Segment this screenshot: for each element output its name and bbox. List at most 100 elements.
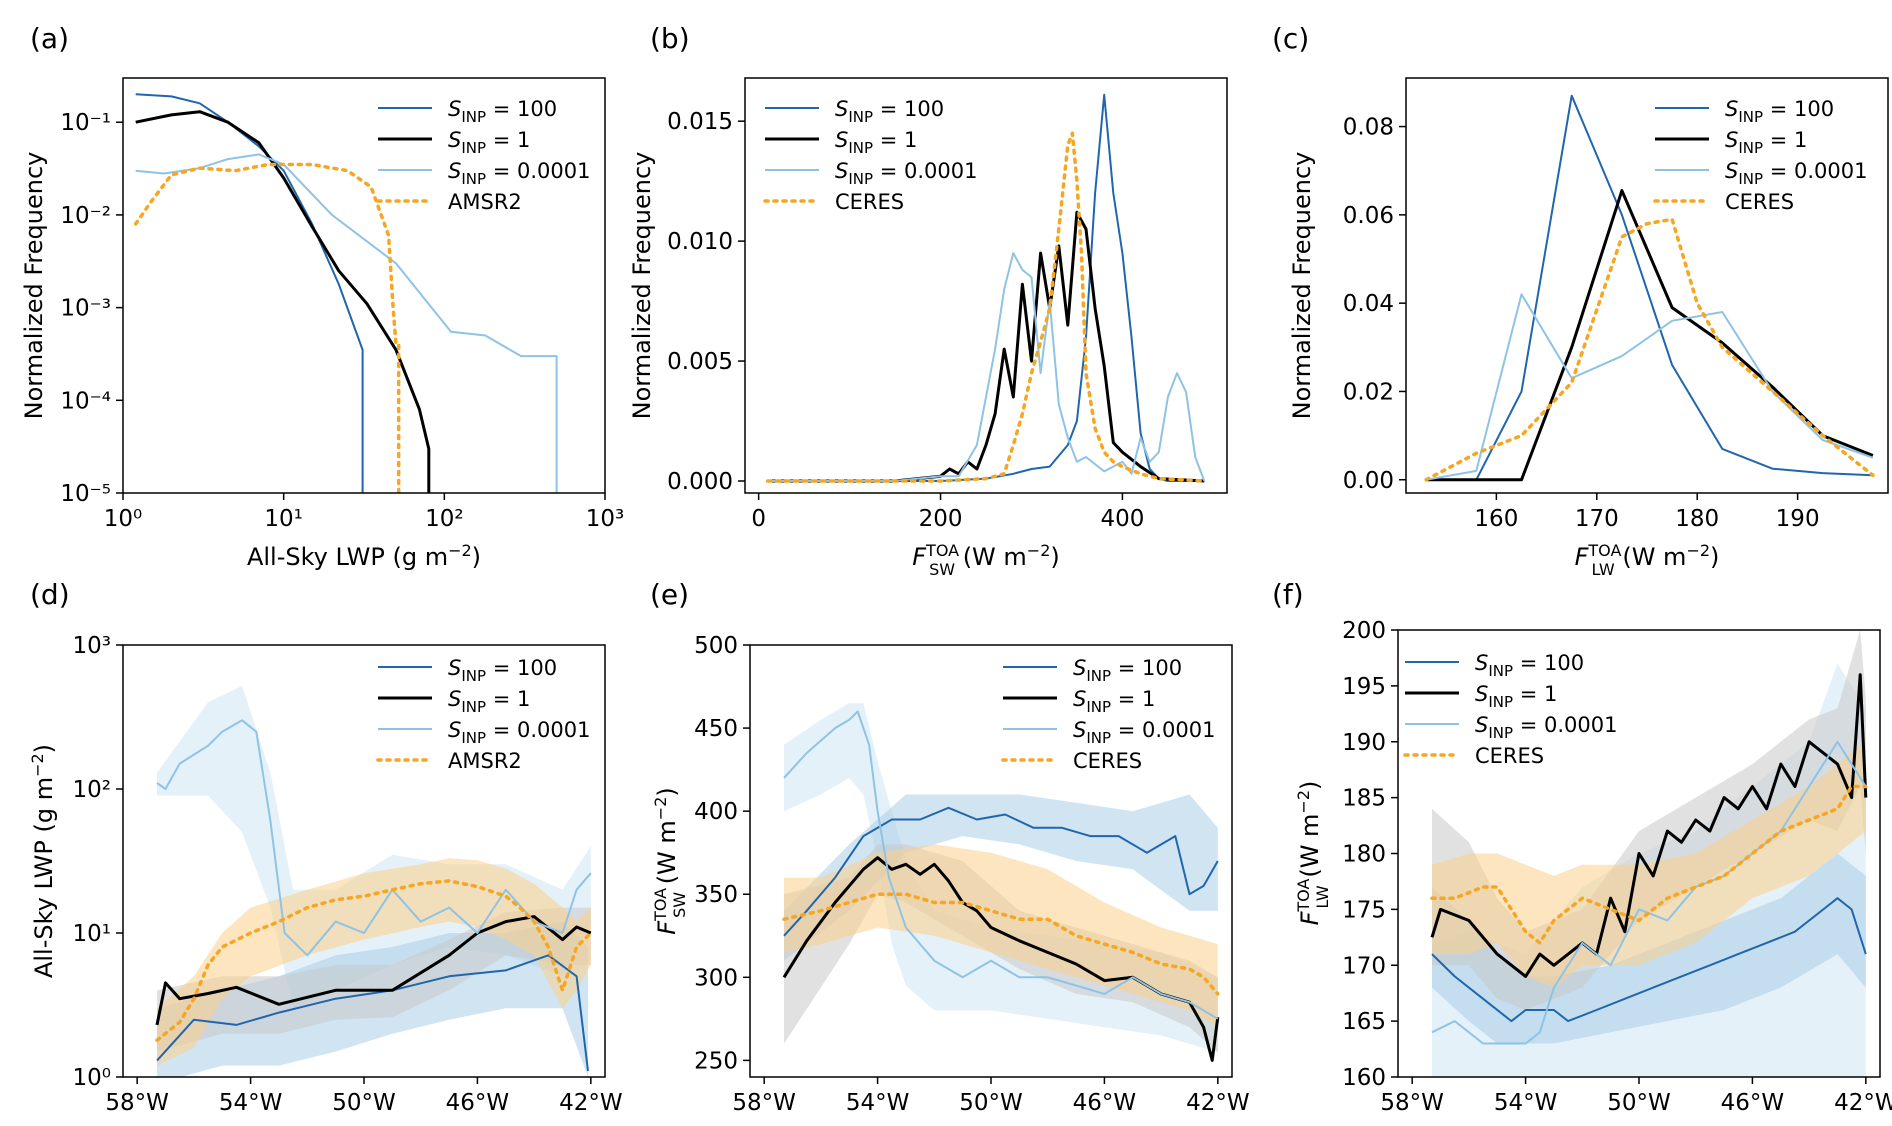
panel-f-legend-label: CERES — [1475, 744, 1544, 768]
panel-e-xtick-label: 46°W — [1073, 1090, 1137, 1116]
panel-c-series-1 — [1426, 189, 1874, 482]
panel-f: (f) 58°W 54°W 50°W 46°W 42°W 160 165 170 175 180 1… — [1272, 578, 1892, 1116]
panel-a-xlabel: All-Sky LWP (g m−2) — [247, 541, 481, 572]
panel-f-ytick-label: 200 — [1342, 618, 1386, 644]
panel-c-xtick-label: 190 — [1776, 506, 1820, 532]
panel-b-ylabel: Normalized Frequency — [628, 152, 656, 420]
panel-b-xtick-label: 200 — [919, 506, 963, 532]
panel-e-xtick-label: 58°W — [732, 1090, 796, 1116]
panel-e-legend-label: SINP = 1 — [1073, 687, 1155, 716]
panel-c-ytick-label: 0.00 — [1343, 468, 1394, 494]
panel-d-plot — [155, 685, 593, 1077]
panel-b-ytick-label: 0.000 — [667, 469, 733, 495]
panel-a-plot — [133, 93, 558, 493]
panel-d-xtick-label: 50°W — [332, 1090, 396, 1116]
panel-a-legend-label: SINP = 1 — [448, 128, 530, 157]
panel-a-ytick-label: 10⁻² — [60, 203, 111, 229]
panel-c-ylabel: Normalized Frequency — [1288, 152, 1316, 420]
panel-e-legend-label: SINP = 0.0001 — [1073, 718, 1215, 747]
panel-e-ticks: 58°W 54°W 50°W 46°W 42°W 250 300 350 400 450 500 — [694, 633, 1249, 1116]
panel-c-frame — [1405, 77, 1889, 494]
panel-c-legend-label: SINP = 0.0001 — [1725, 159, 1867, 188]
panel-a-xtick-label: 10² — [425, 506, 464, 532]
panel-d-ticks: 58°W 54°W 50°W 46°W 42°W 10⁰ 10¹ 10² 10³ — [73, 633, 623, 1116]
panel-f-series-1 — [1430, 673, 1868, 978]
panel-f-series-3 — [1430, 784, 1868, 945]
panel-c-series-3 — [1424, 217, 1875, 482]
panel-e: (e) 58°W 54°W 50°W 46°W 42°W2503003504004505… — [650, 578, 1250, 1116]
panel-b-series-1 — [767, 210, 1205, 483]
panel-a-frame — [122, 77, 606, 494]
panel-f-ticks: 58°W 54°W 50°W 46°W 42°W 160 165 170 175 180 185 19… — [1342, 618, 1892, 1116]
panel-c-ytick-label: 0.04 — [1343, 291, 1394, 317]
panel-c-series-0 — [1426, 94, 1873, 481]
panel-c-ytick-label: 0.06 — [1343, 203, 1394, 229]
panel-a-series-1 — [135, 110, 431, 493]
panel-b-series-3 — [765, 131, 1207, 483]
panel-c-legend-label: SINP = 1 — [1725, 128, 1807, 157]
panel-a-series-3 — [133, 162, 401, 493]
panel-b-plot — [765, 93, 1207, 483]
panel-e-legend-label: SINP = 100 — [1073, 656, 1182, 685]
panel-d-legend-label: AMSR2 — [448, 749, 522, 773]
panel-f-label: (f) — [1272, 578, 1304, 611]
panel-e-ytick-label: 350 — [694, 882, 738, 908]
panel-b-ytick-label: 0.005 — [667, 349, 733, 375]
panel-b-label: (b) — [650, 22, 690, 55]
panel-d-ytick-label: 10² — [73, 777, 112, 803]
panel-d-legend-label: SINP = 0.0001 — [448, 718, 590, 747]
panel-a-legend-label: AMSR2 — [448, 190, 522, 214]
panel-d-series-3 — [155, 879, 593, 1042]
panel-e-series-3 — [782, 892, 1220, 996]
panel-f-xtick-label: 46°W — [1721, 1090, 1785, 1116]
panel-b-xtick-label: 0 — [751, 506, 766, 532]
panel-e-legend-label: CERES — [1073, 749, 1142, 773]
panel-e-xtick-label: 42°W — [1186, 1090, 1250, 1116]
panel-d-ytick-label: 10³ — [73, 633, 112, 659]
panel-c-legend-label: SINP = 100 — [1725, 97, 1834, 126]
panel-c-ytick-label: 0.02 — [1343, 379, 1394, 405]
panel-a-label: (a) — [30, 22, 69, 55]
panel-f-legend-label: SINP = 0.0001 — [1475, 713, 1617, 742]
panel-d-legend-label: SINP = 1 — [448, 687, 530, 716]
panel-c-plot — [1424, 94, 1875, 482]
panel-c: (c) 160 170 180 190 0.00 0.02 0.04 0.06 0.08 FTO… — [1272, 22, 1889, 579]
panel-d: (d) 58°W 54°W 50°W 46°W 42°W 10⁰ 10¹ 10² 10³ All… — [28, 578, 623, 1116]
panel-f-ytick-label: 195 — [1342, 674, 1386, 700]
panel-a-ytick-label: 10⁻¹ — [60, 110, 111, 136]
panel-d-xtick-label: 42°W — [559, 1090, 623, 1116]
panel-b-ytick-label: 0.015 — [667, 109, 733, 135]
panel-e-ytick-label: 300 — [694, 965, 738, 991]
panel-c-xtick-label: 180 — [1675, 506, 1719, 532]
panel-f-plot — [1430, 630, 1868, 1077]
panel-e-ylabel: FTOASW (W m−2) — [651, 787, 689, 935]
panel-e-xtick-label: 50°W — [959, 1090, 1023, 1116]
panel-f-series-2 — [1431, 740, 1867, 1045]
panel-b-series-0 — [767, 93, 1205, 482]
panel-f-xtick-label: 50°W — [1607, 1090, 1671, 1116]
panel-a-ytick-label: 10⁻⁴ — [60, 388, 111, 414]
panel-d-ytick-label: 10⁰ — [73, 1065, 112, 1091]
panel-d-ylabel: All-Sky LWP (g m−2) — [28, 744, 59, 978]
panel-f-ytick-label: 190 — [1342, 730, 1386, 756]
panel-c-ticks: 160 170 180 190 0.00 0.02 0.04 0.06 0.08 — [1343, 115, 1820, 532]
panel-a-xtick-label: 10⁰ — [104, 506, 143, 532]
panel-b: (b) 0 200 400 0.000 0.005 0.010 0.015 FTOA SW (… — [628, 22, 1228, 579]
panel-e-label: (e) — [650, 578, 689, 611]
panel-b-frame — [744, 77, 1228, 494]
panel-b-legend-label: SINP = 100 — [835, 97, 944, 126]
panel-b-legend-label: SINP = 1 — [835, 128, 917, 157]
panel-f-ytick-label: 180 — [1342, 842, 1386, 868]
panel-f-ytick-label: 160 — [1342, 1065, 1386, 1091]
panel-f-band-3 — [1432, 741, 1866, 988]
panel-d-ytick-label: 10¹ — [73, 921, 112, 947]
panel-f-ylabel: FTOALW (W m−2) — [1294, 781, 1332, 926]
panel-d-band-3 — [157, 858, 591, 1066]
panel-c-legend-label: CERES — [1725, 190, 1794, 214]
panel-a-ylabel: Normalized Frequency — [20, 152, 48, 420]
panel-f-legend-label: SINP = 1 — [1475, 682, 1557, 711]
panel-f-xtick-label: 42°W — [1834, 1090, 1892, 1116]
